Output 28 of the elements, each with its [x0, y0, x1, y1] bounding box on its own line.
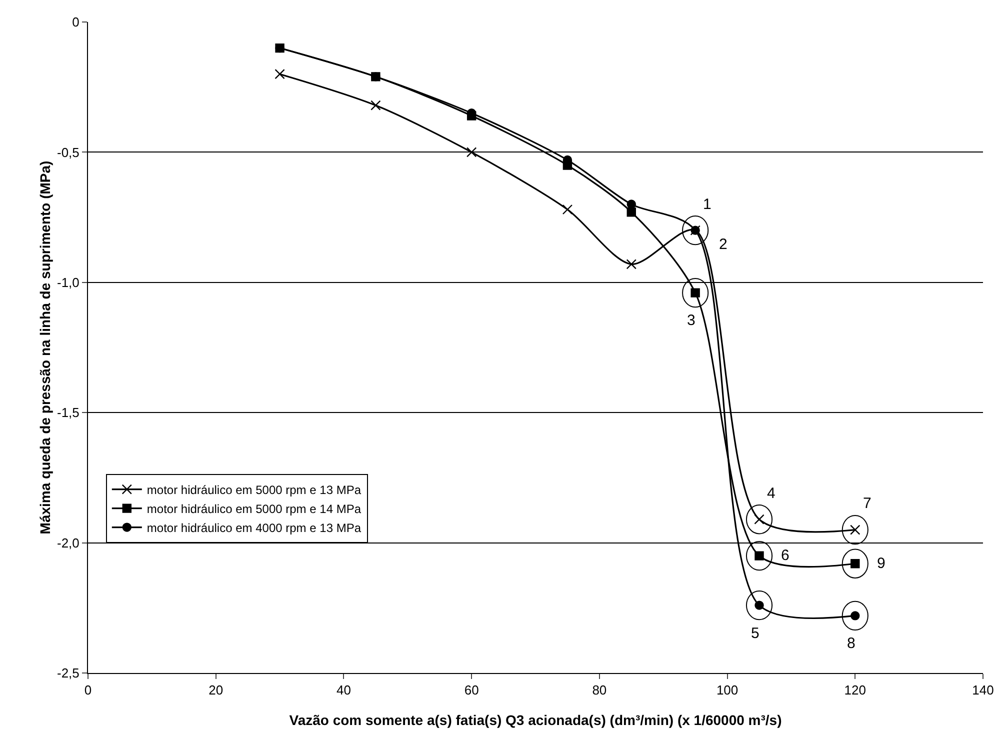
- x-axis-title: Vazão com somente a(s) fatia(s) Q3 acionada(s) (dm³/min) (x 1/60000 m³/s): [289, 712, 782, 728]
- y-tick-label: -2,5: [56, 666, 80, 681]
- annotation: 4: [767, 485, 776, 502]
- legend-label: motor hidráulico em 4000 rpm e 13 MPa: [146, 520, 362, 535]
- annotation: 2: [719, 236, 728, 253]
- annotation: 3: [687, 312, 696, 329]
- x-tick-label: 0: [84, 682, 92, 698]
- x-tick-label: 60: [464, 682, 479, 698]
- legend-label: motor hidráulico em 5000 rpm e 13 MPa: [146, 482, 362, 497]
- x-tick-label: 80: [592, 682, 607, 698]
- annotation: 6: [781, 547, 790, 564]
- y-tick-label: -0,5: [56, 144, 80, 160]
- x-tick-label: 140: [972, 682, 994, 698]
- x-tick-label: 120: [844, 682, 866, 698]
- annotation: 9: [877, 555, 886, 572]
- y-tick-label: -2,0: [56, 535, 80, 550]
- y-tick-label: 0: [72, 14, 80, 30]
- y-axis-title: Máxima queda de pressão na linha de suprimento (MPa): [37, 160, 53, 534]
- annotation: 7: [863, 495, 872, 512]
- annotation: 5: [751, 625, 760, 642]
- y-tick-label: -1,0: [56, 274, 80, 290]
- annotation: 1: [703, 196, 712, 213]
- x-tick-label: 40: [336, 682, 351, 698]
- y-tick-label: -1,5: [56, 405, 80, 420]
- legend-label: motor hidráulico em 5000 rpm e 14 MPa: [146, 502, 362, 516]
- x-tick-label: 100: [716, 682, 738, 698]
- annotation: 8: [847, 635, 856, 652]
- x-tick-label: 20: [208, 682, 224, 698]
